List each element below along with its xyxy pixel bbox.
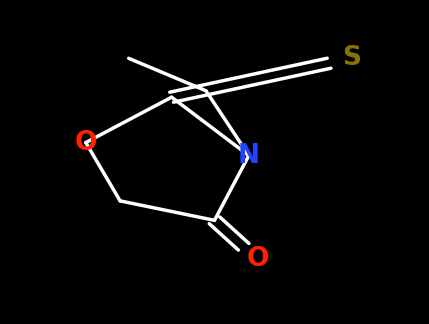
Text: S: S bbox=[342, 45, 361, 71]
Text: O: O bbox=[75, 130, 97, 156]
Text: O: O bbox=[246, 246, 269, 272]
Text: N: N bbox=[238, 143, 260, 168]
